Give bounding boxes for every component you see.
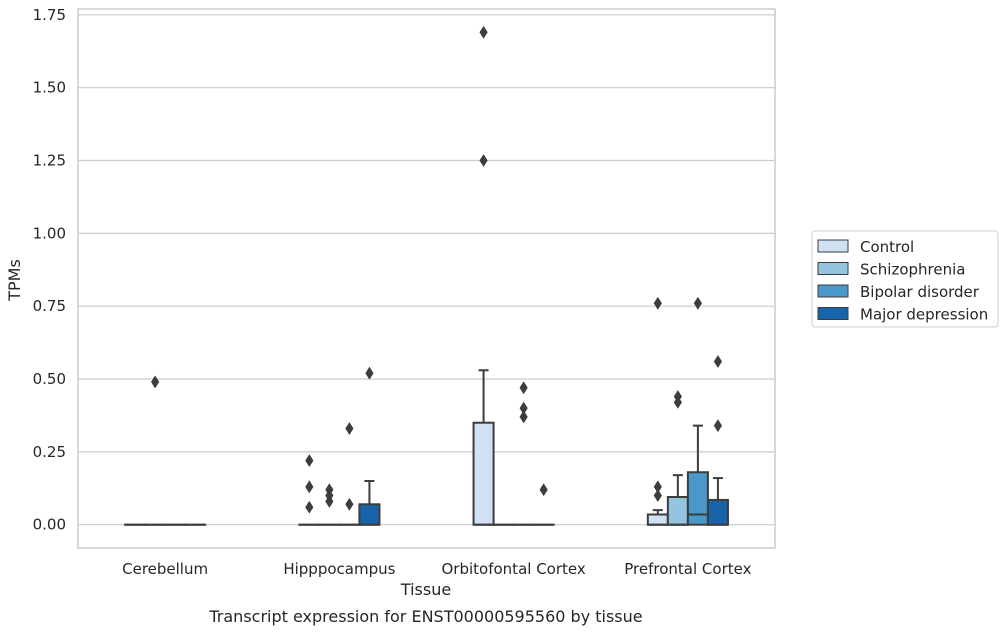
y-tick-label: 1.50 [33, 79, 66, 97]
y-tick-label: 0.75 [33, 297, 66, 315]
legend-swatch [817, 262, 849, 275]
box [666, 496, 689, 526]
box-prefrontal-cortex-control [646, 296, 669, 526]
y-tick-label: 1.25 [33, 152, 66, 170]
outlier-point [713, 355, 723, 368]
y-tick-label: 1.75 [33, 6, 66, 24]
chart-caption: Transcript expression for ENST0000059556… [208, 607, 642, 626]
box-hipppocampus-bipolar-disorder [338, 422, 361, 526]
outlier-point [519, 410, 528, 424]
outlier-point [539, 483, 548, 497]
outlier-point [519, 381, 528, 395]
grid-lines [78, 14, 775, 526]
box-hipppocampus-schizophrenia [318, 483, 341, 526]
box-prefrontal-cortex-bipolar-disorder [686, 296, 709, 526]
x-tick-labels: Cerebellum Hipppocampus Orbitofontal Corte… [122, 560, 751, 578]
box [686, 471, 709, 526]
legend-swatch [817, 307, 849, 320]
x-axis-label: Tissue [400, 580, 451, 599]
y-tick-label: 1.00 [33, 224, 66, 242]
box [646, 513, 669, 526]
box-prefrontal-cortex-major-depression [706, 355, 729, 526]
outlier-point [653, 489, 662, 502]
outlier-point [345, 497, 354, 511]
box [358, 503, 381, 526]
y-tick-labels: 0.00 0.25 0.50 0.75 1.00 1.25 1.50 1.75 [33, 6, 66, 534]
box-prefrontal-cortex-schizophrenia [666, 390, 689, 526]
outlier-point [325, 483, 334, 497]
legend-label: Control [860, 238, 914, 256]
plot-frame [77, 8, 776, 549]
box-orbitofontal-cortex-control [472, 25, 495, 526]
box-orbitofontal-cortex-major-depression [532, 483, 555, 526]
legend-swatch [817, 239, 849, 253]
box-hipppocampus-control [298, 454, 321, 526]
outlier-point [151, 375, 160, 389]
legend-label: Major depression [860, 306, 988, 324]
box-plot-area [124, 25, 729, 526]
outlier-point [653, 480, 662, 494]
box-orbitofontal-cortex-bipolar-disorder [512, 381, 535, 526]
outlier-point [365, 366, 374, 380]
box [472, 421, 495, 526]
y-tick-label: 0.00 [33, 516, 66, 534]
box [706, 498, 729, 526]
x-tick-label: Hipppocampus [283, 560, 395, 578]
x-tick-label: Orbitofontal Cortex [442, 560, 586, 578]
box-cerebellum-schizophrenia [144, 375, 167, 526]
outlier-point [693, 296, 702, 310]
x-tick-label: Cerebellum [122, 560, 208, 578]
outlier-point [653, 296, 662, 310]
y-axis-label: TPMs [5, 259, 24, 302]
outlier-point [345, 422, 354, 435]
box-hipppocampus-major-depression [358, 366, 381, 526]
outlier-point [479, 25, 488, 39]
outlier-point [713, 419, 723, 433]
legend-label: Bipolar disorder [860, 283, 980, 301]
x-tick-label: Prefrontal Cortex [624, 560, 751, 578]
outlier-point [479, 154, 488, 167]
legend-frame [811, 230, 999, 328]
legend: Control Schizophrenia Bipolar disorder Majo… [811, 230, 999, 328]
outlier-point [673, 390, 682, 403]
outlier-point [305, 480, 314, 494]
legend-swatch [817, 284, 849, 298]
y-tick-label: 0.25 [33, 443, 66, 461]
y-tick-label: 0.50 [33, 370, 66, 388]
outlier-point [305, 500, 314, 514]
outlier-point [519, 401, 528, 415]
legend-label: Schizophrenia [860, 261, 965, 279]
outlier-point [305, 454, 314, 468]
